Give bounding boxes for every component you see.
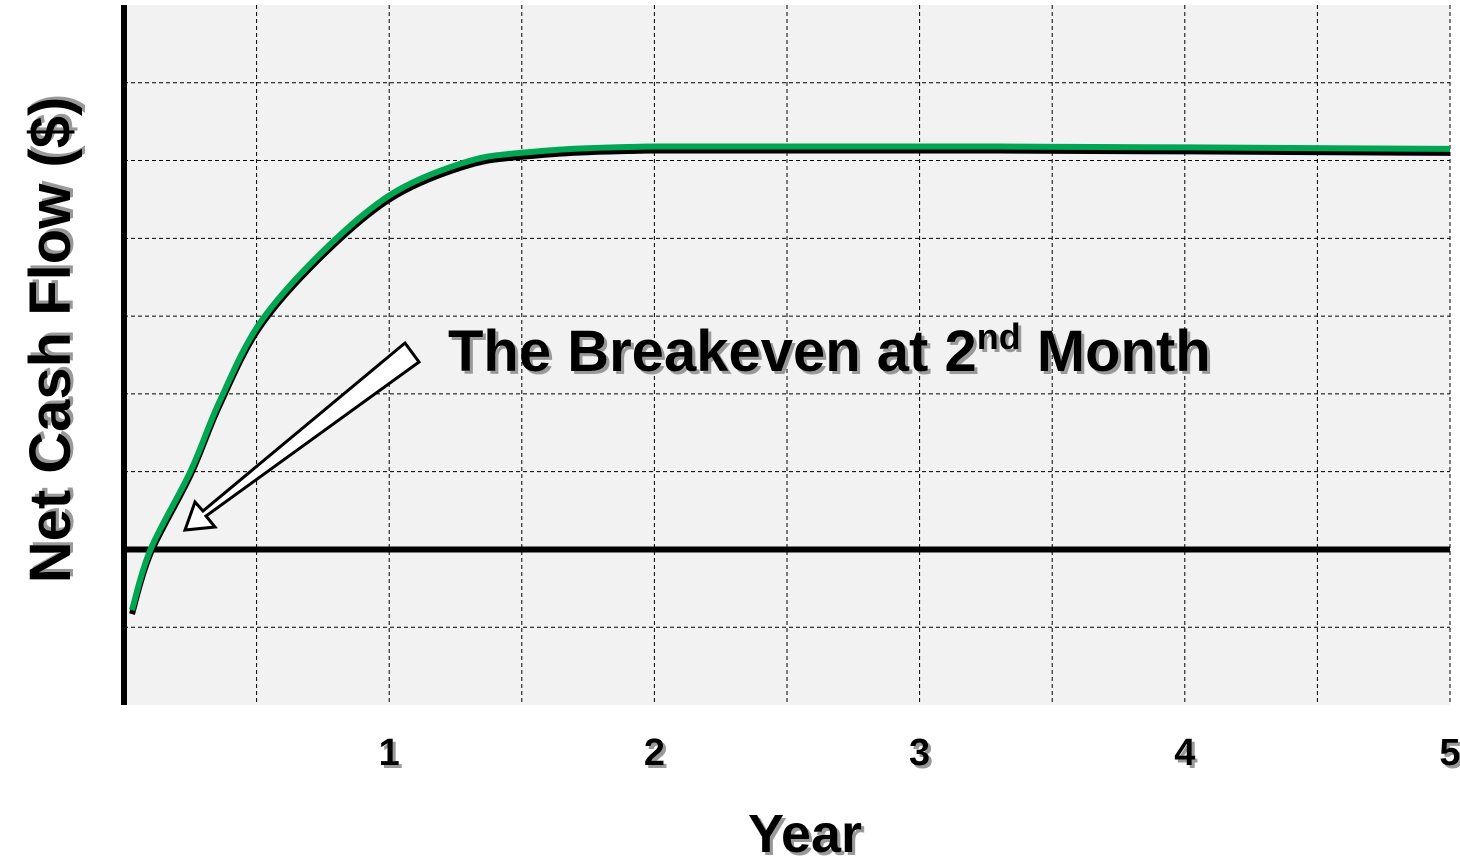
x-tick-label: 3 xyxy=(909,732,930,774)
annotation-tail: Month xyxy=(1021,319,1211,384)
annotation-arrow xyxy=(182,340,422,532)
annotation-text: The Breakeven at 2 xyxy=(448,319,977,384)
x-tick-label: 2 xyxy=(644,732,665,774)
x-tick-label: 1 xyxy=(379,732,400,774)
y-axis-label: Net Cash Flow ($) xyxy=(18,97,83,584)
annotation-sup: nd xyxy=(977,316,1021,357)
x-tick-label: 5 xyxy=(1439,732,1460,774)
line xyxy=(129,142,1451,611)
annotation: The Breakeven at 2nd Month xyxy=(448,316,1211,384)
x-tick-label: 4 xyxy=(1174,732,1195,774)
x-axis-label: Year xyxy=(748,804,862,859)
